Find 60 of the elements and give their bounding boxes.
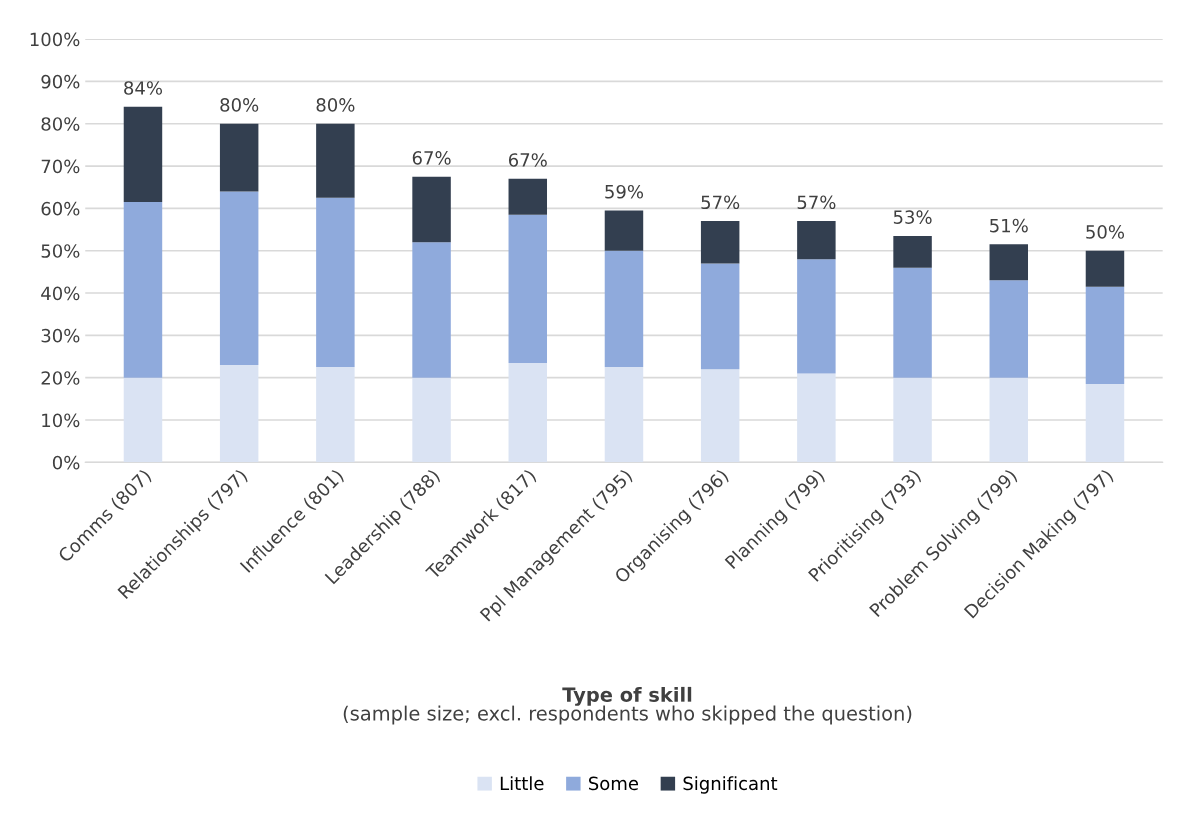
total-label: 67%	[412, 151, 451, 165]
legend-label: Little	[500, 776, 544, 791]
bar	[316, 367, 355, 463]
bar	[893, 235, 932, 268]
bar	[316, 197, 355, 368]
total-label: 67%	[508, 153, 547, 167]
total-label: 84%	[124, 81, 163, 95]
bar	[700, 369, 740, 463]
bar	[1085, 384, 1125, 463]
bar	[604, 250, 644, 368]
y-tick-label: 20%	[41, 371, 80, 385]
bar	[508, 362, 548, 463]
bar	[700, 221, 740, 264]
bar	[989, 280, 1029, 378]
bar	[1085, 286, 1125, 385]
y-tick-label: 0%	[52, 455, 80, 470]
bar	[797, 221, 836, 260]
bar	[1085, 250, 1125, 287]
bar	[604, 367, 644, 463]
bar	[989, 377, 1029, 463]
bar	[412, 242, 451, 378]
bar	[123, 106, 163, 203]
y-tick-label: 70%	[41, 159, 80, 174]
total-label: 57%	[797, 195, 836, 210]
total-label: 51%	[990, 218, 1028, 233]
text: (sample size; excl. respondents who skipped the question)	[343, 705, 912, 725]
bar	[508, 178, 548, 215]
bar	[219, 365, 259, 463]
total-label: 50%	[1086, 225, 1125, 239]
total-label: 80%	[316, 98, 355, 112]
total-label: 57%	[701, 195, 740, 210]
bar	[797, 259, 836, 374]
bar	[123, 377, 163, 463]
total-label: 53%	[893, 210, 932, 224]
y-tick-label: 40%	[41, 286, 80, 301]
total-label: 59%	[605, 184, 644, 199]
y-tick-label: 80%	[41, 117, 80, 131]
bar	[412, 176, 451, 243]
total-label: 80%	[220, 98, 259, 112]
bar	[893, 377, 932, 463]
bar	[893, 267, 932, 378]
bar	[700, 263, 740, 370]
y-tick-label: 10%	[42, 413, 80, 428]
bar	[989, 244, 1029, 281]
bar	[797, 373, 836, 463]
legend-label: Some	[588, 776, 639, 791]
y-tick-label: 60%	[41, 201, 80, 216]
bar	[604, 210, 644, 251]
x-axis-title: Type of skill	[562, 686, 692, 706]
bar	[412, 377, 451, 463]
y-tick-label: 90%	[41, 74, 80, 89]
y-tick-label: 50%	[41, 244, 80, 258]
bar	[219, 123, 259, 192]
bar	[123, 202, 163, 378]
bar	[508, 214, 548, 363]
y-tick-label: 100%	[30, 32, 80, 47]
bar	[316, 123, 355, 198]
legend-label: Significant	[683, 776, 778, 794]
bar	[219, 191, 259, 365]
y-tick-label: 30%	[41, 328, 80, 343]
